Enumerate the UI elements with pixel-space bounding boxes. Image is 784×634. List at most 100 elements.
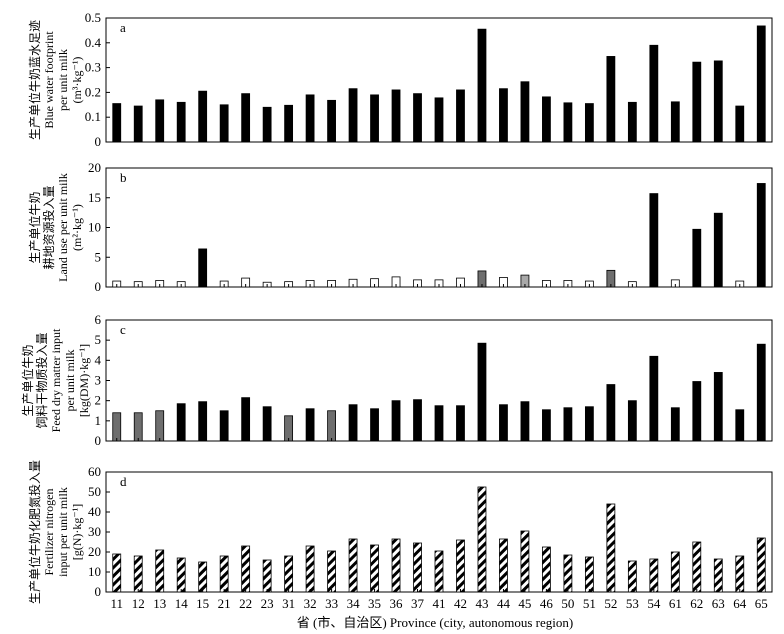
y-tick-label: 1 xyxy=(95,413,102,428)
bar xyxy=(649,44,659,143)
x-axis-label: 省 (市、自治区) Province (city, autonomous reg… xyxy=(296,615,574,630)
bar xyxy=(284,104,294,143)
y-tick-label: 0 xyxy=(95,279,102,294)
y-axis-label-line: Fertilizer nitrogen xyxy=(42,488,56,576)
bar xyxy=(584,406,594,442)
x-tick-label: 12 xyxy=(132,596,145,611)
bar xyxy=(756,537,766,593)
bar xyxy=(155,549,165,593)
panel-c: 0 1 2 3 4 5 6 c xyxy=(95,312,773,448)
bar xyxy=(176,101,186,143)
y-axis-label-line: Blue water footprint xyxy=(42,31,56,129)
bar xyxy=(219,555,229,593)
bar xyxy=(434,405,444,442)
bar xyxy=(627,560,637,593)
x-tick-label: 35 xyxy=(368,596,381,611)
y-axis-label-line: 生产单位牛奶 xyxy=(28,191,42,264)
x-tick-label: 13 xyxy=(153,596,166,611)
bar xyxy=(198,401,208,442)
y-axis-label-line: Feed dry matter input xyxy=(49,328,63,433)
panel-a: 0 0.1 0.2 0.3 0.4 0.5 a xyxy=(85,10,773,149)
bar xyxy=(176,557,186,593)
bar xyxy=(756,343,766,442)
bar xyxy=(756,183,766,288)
bar xyxy=(692,541,702,593)
x-tick-label: 15 xyxy=(196,596,209,611)
y-tick-label: 60 xyxy=(88,464,101,479)
bar xyxy=(241,397,251,442)
bar xyxy=(155,99,165,143)
panel-letter: c xyxy=(120,322,126,337)
bar xyxy=(370,94,379,143)
bar xyxy=(348,88,358,143)
bar xyxy=(563,407,573,442)
x-tick-label: 45 xyxy=(518,596,531,611)
bar xyxy=(327,99,336,143)
bar xyxy=(477,342,487,442)
bar xyxy=(606,503,616,593)
bar xyxy=(112,103,122,143)
y-axis-label-line: (m³·kg⁻¹) xyxy=(70,56,84,104)
bar xyxy=(713,372,723,442)
bar xyxy=(649,355,659,442)
y-tick-label: 0.2 xyxy=(85,84,101,99)
y-axis-label-a: 生产单位牛奶蓝水足迹 Blue water footprint per unit m… xyxy=(28,3,84,157)
x-tick-label: 62 xyxy=(690,596,703,611)
y-tick-label: 0 xyxy=(95,584,102,599)
bar xyxy=(198,248,208,288)
bar xyxy=(692,228,702,288)
y-tick-label: 0 xyxy=(95,433,102,448)
bar xyxy=(542,409,551,442)
bar xyxy=(542,546,551,593)
y-axis-label-line: 耕地资源投入量 xyxy=(42,185,56,270)
bar xyxy=(413,399,422,442)
bar xyxy=(713,60,723,143)
bar xyxy=(606,56,616,143)
bar xyxy=(606,384,616,442)
bar xyxy=(627,101,637,143)
x-tick-label: 11 xyxy=(110,596,123,611)
y-tick-label: 6 xyxy=(95,312,102,327)
panel-letter: a xyxy=(120,20,126,35)
y-axis-label-line: per unit milk xyxy=(56,49,70,111)
bar xyxy=(735,105,745,143)
bar xyxy=(477,486,487,593)
bar xyxy=(456,539,465,593)
y-tick-label: 10 xyxy=(88,564,101,579)
x-tick-label: 23 xyxy=(261,596,274,611)
bar xyxy=(499,538,508,593)
x-tick-label: 36 xyxy=(390,596,404,611)
bar xyxy=(391,538,401,593)
bar xyxy=(155,410,165,442)
y-axis-label-line: (m²·kg⁻¹) xyxy=(70,204,84,251)
x-tick-label: 54 xyxy=(647,596,661,611)
x-tick-label: 51 xyxy=(583,596,596,611)
y-tick-label: 4 xyxy=(95,352,102,367)
bar xyxy=(391,89,401,143)
y-tick-label: 0.5 xyxy=(85,10,101,25)
bar xyxy=(649,558,659,593)
x-tick-label: 65 xyxy=(755,596,768,611)
panel-letter: d xyxy=(120,474,127,489)
bar xyxy=(370,408,379,442)
bar xyxy=(584,103,594,143)
bar xyxy=(370,544,379,593)
bar xyxy=(692,61,702,143)
x-tick-label: 52 xyxy=(604,596,617,611)
bar xyxy=(262,406,272,442)
bar xyxy=(348,404,358,442)
y-axis-label-line: 生产单位牛奶蓝水足迹 xyxy=(28,20,42,141)
y-tick-label: 50 xyxy=(88,484,101,499)
bar xyxy=(670,101,680,143)
bar xyxy=(520,530,530,593)
bar xyxy=(713,212,723,288)
bar xyxy=(241,93,251,143)
bar xyxy=(284,415,294,442)
bar xyxy=(499,88,508,143)
bar xyxy=(413,542,422,593)
y-tick-label: 20 xyxy=(88,544,101,559)
y-tick-label: 0.4 xyxy=(85,35,102,50)
x-tick-label: 63 xyxy=(712,596,725,611)
bar xyxy=(670,407,680,442)
